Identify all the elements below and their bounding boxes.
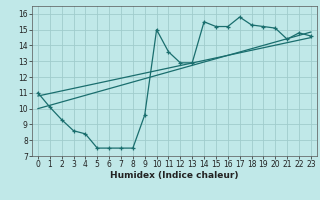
X-axis label: Humidex (Indice chaleur): Humidex (Indice chaleur) — [110, 171, 239, 180]
